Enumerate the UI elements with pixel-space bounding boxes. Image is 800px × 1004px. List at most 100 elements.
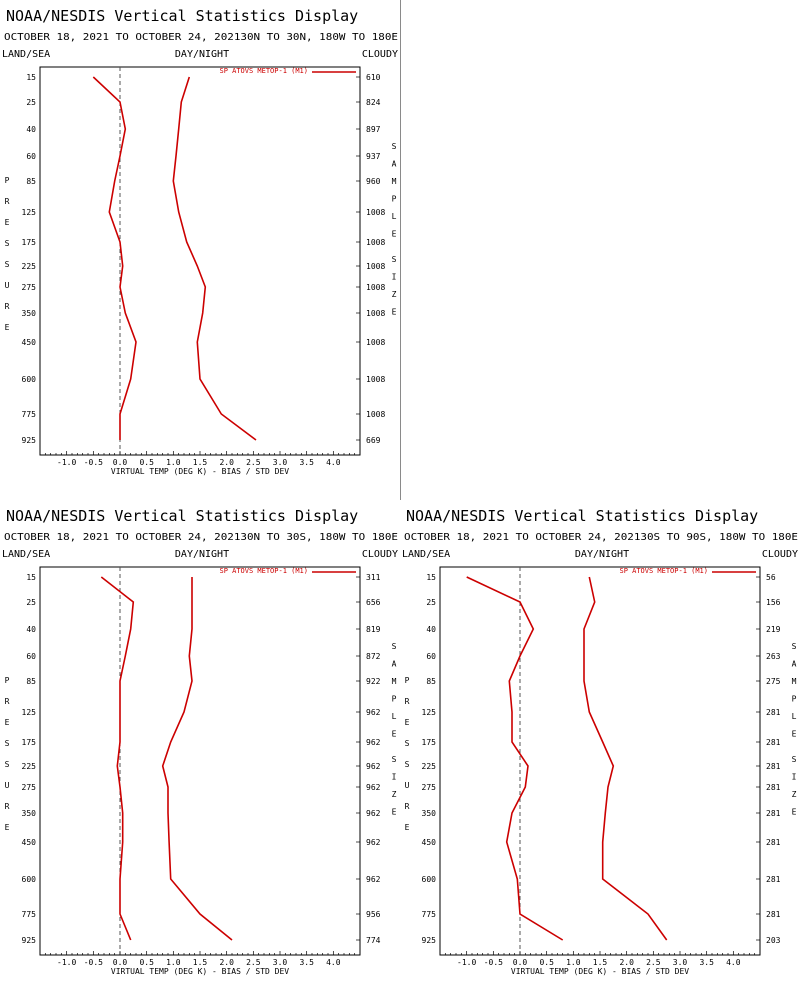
pressure-level-label: 15: [426, 573, 436, 582]
left-axis-letter: S: [405, 760, 410, 769]
x-tick-label: 0.5: [539, 958, 554, 967]
left-axis-letter: E: [5, 823, 10, 832]
right-axis-letter: A: [792, 660, 797, 669]
pressure-level-label: 925: [22, 436, 37, 445]
x-tick-label: 1.5: [593, 958, 608, 967]
right-axis-letter: A: [392, 160, 397, 169]
chart-title: NOAA/NESDIS Vertical Statistics Display: [6, 507, 358, 525]
sample-size-label: 281: [766, 783, 781, 792]
sample-size-label: 962: [366, 708, 381, 717]
pressure-level-label: 925: [22, 936, 37, 945]
right-axis-letter: A: [392, 660, 397, 669]
pressure-level-label: 85: [26, 177, 36, 186]
chart-panel-top-left: NOAA/NESDIS Vertical Statistics Display O…: [0, 0, 400, 500]
legend-label: SP ATOVS METOP-1 (M1): [219, 67, 308, 75]
pressure-level-label: 15: [26, 73, 36, 82]
right-axis-letter: Z: [792, 790, 797, 799]
pressure-level-label: 350: [22, 309, 37, 318]
right-axis-letter: E: [392, 730, 397, 739]
right-axis-letter: Z: [392, 290, 397, 299]
x-tick-label: 3.5: [699, 958, 714, 967]
x-axis-label: VIRTUAL TEMP (DEG K) - BIAS / STD DEV: [111, 967, 289, 976]
pressure-level-label: 125: [22, 708, 37, 717]
corner-label-center: DAY/NIGHT: [175, 49, 229, 60]
pressure-level-label: 125: [22, 208, 37, 217]
chart-svg: NOAA/NESDIS Vertical Statistics Display O…: [402, 507, 798, 976]
sample-size-label: 962: [366, 838, 381, 847]
sample-size-label: 1008: [366, 309, 385, 318]
x-tick-label: 1.5: [193, 458, 208, 467]
right-axis-letter: I: [392, 773, 397, 782]
x-tick-label: 0.0: [113, 958, 128, 967]
x-tick-label: 3.0: [273, 458, 288, 467]
left-axis-letter: R: [405, 802, 410, 811]
x-tick-label: -1.0: [57, 458, 76, 467]
x-tick-label: 2.0: [619, 958, 634, 967]
sample-size-label: 956: [366, 910, 381, 919]
sample-size-label: 962: [366, 762, 381, 771]
plot-frame: [439, 566, 761, 956]
chart-region: 30N TO 30S, 180W TO 180E: [240, 532, 398, 543]
x-tick-label: 4.0: [326, 958, 341, 967]
right-axis-letter: L: [392, 212, 397, 221]
right-axis-letter: E: [792, 730, 797, 739]
left-axis-letter: E: [405, 718, 410, 727]
pressure-level-label: 60: [26, 652, 36, 661]
right-axis-letter: I: [792, 773, 797, 782]
pressure-level-label: 775: [422, 910, 437, 919]
sample-size-label: 281: [766, 708, 781, 717]
right-axis-letter: Z: [392, 790, 397, 799]
pressure-level-label: 450: [22, 338, 37, 347]
bias-series-line: [92, 76, 137, 440]
left-axis-letter: E: [405, 823, 410, 832]
legend-label: SP ATOVS METOP-1 (M1): [619, 567, 708, 575]
sample-size-label: 1008: [366, 262, 385, 271]
sample-size-label: 156: [766, 598, 781, 607]
x-tick-label: 0.0: [513, 958, 528, 967]
pressure-level-label: 600: [422, 875, 437, 884]
x-tick-label: 0.0: [113, 458, 128, 467]
corner-label-center: DAY/NIGHT: [175, 549, 229, 560]
pressure-level-label: 225: [422, 762, 437, 771]
chart-subtitle-line: OCTOBER 18, 2021 TO OCTOBER 24, 2021 30N …: [4, 32, 398, 43]
right-axis-letter: M: [792, 677, 797, 686]
sample-size-label: 897: [366, 125, 381, 134]
right-axis-letter: S: [392, 255, 397, 264]
chart-svg: NOAA/NESDIS Vertical Statistics Display O…: [2, 507, 398, 976]
pressure-level-label: 275: [422, 783, 437, 792]
x-tick-label: 3.5: [299, 458, 314, 467]
x-tick-label: -0.5: [484, 958, 503, 967]
sample-size-label: 937: [366, 152, 381, 161]
right-axis-letter: S: [392, 642, 397, 651]
x-axis-label: VIRTUAL TEMP (DEG K) - BIAS / STD DEV: [111, 467, 289, 476]
pressure-level-label: 450: [422, 838, 437, 847]
right-axis-letter: P: [392, 695, 397, 704]
pressure-level-label: 175: [22, 238, 37, 247]
sample-size-label: 281: [766, 809, 781, 818]
sample-size-label: 610: [366, 73, 381, 82]
right-axis-letter: E: [392, 230, 397, 239]
x-tick-label: 3.5: [299, 958, 314, 967]
x-tick-label: 3.0: [273, 958, 288, 967]
x-axis-label: VIRTUAL TEMP (DEG K) - BIAS / STD DEV: [511, 967, 689, 976]
sample-size-label: 872: [366, 652, 381, 661]
plot-frame: [39, 566, 361, 956]
pressure-level-label: 600: [22, 875, 37, 884]
pressure-level-label: 125: [422, 708, 437, 717]
pressure-level-label: 275: [22, 283, 37, 292]
stddev-series-line: [583, 576, 668, 941]
chart-subtitle: OCTOBER 18, 2021 TO OCTOBER 24, 2021: [4, 32, 240, 43]
left-axis-letter: R: [5, 697, 10, 706]
pressure-level-label: 175: [22, 738, 37, 747]
sample-size-label: 774: [366, 936, 381, 945]
sample-size-label: 962: [366, 875, 381, 884]
pressure-level-label: 40: [26, 625, 36, 634]
right-axis-letter: L: [792, 712, 797, 721]
sample-size-label: 263: [766, 652, 781, 661]
sample-size-label: 922: [366, 677, 381, 686]
right-axis-letter: M: [392, 177, 397, 186]
stddev-series-line: [172, 76, 257, 441]
pressure-level-label: 600: [22, 375, 37, 384]
right-axis-letter: M: [392, 677, 397, 686]
left-axis-letter: S: [5, 260, 10, 269]
